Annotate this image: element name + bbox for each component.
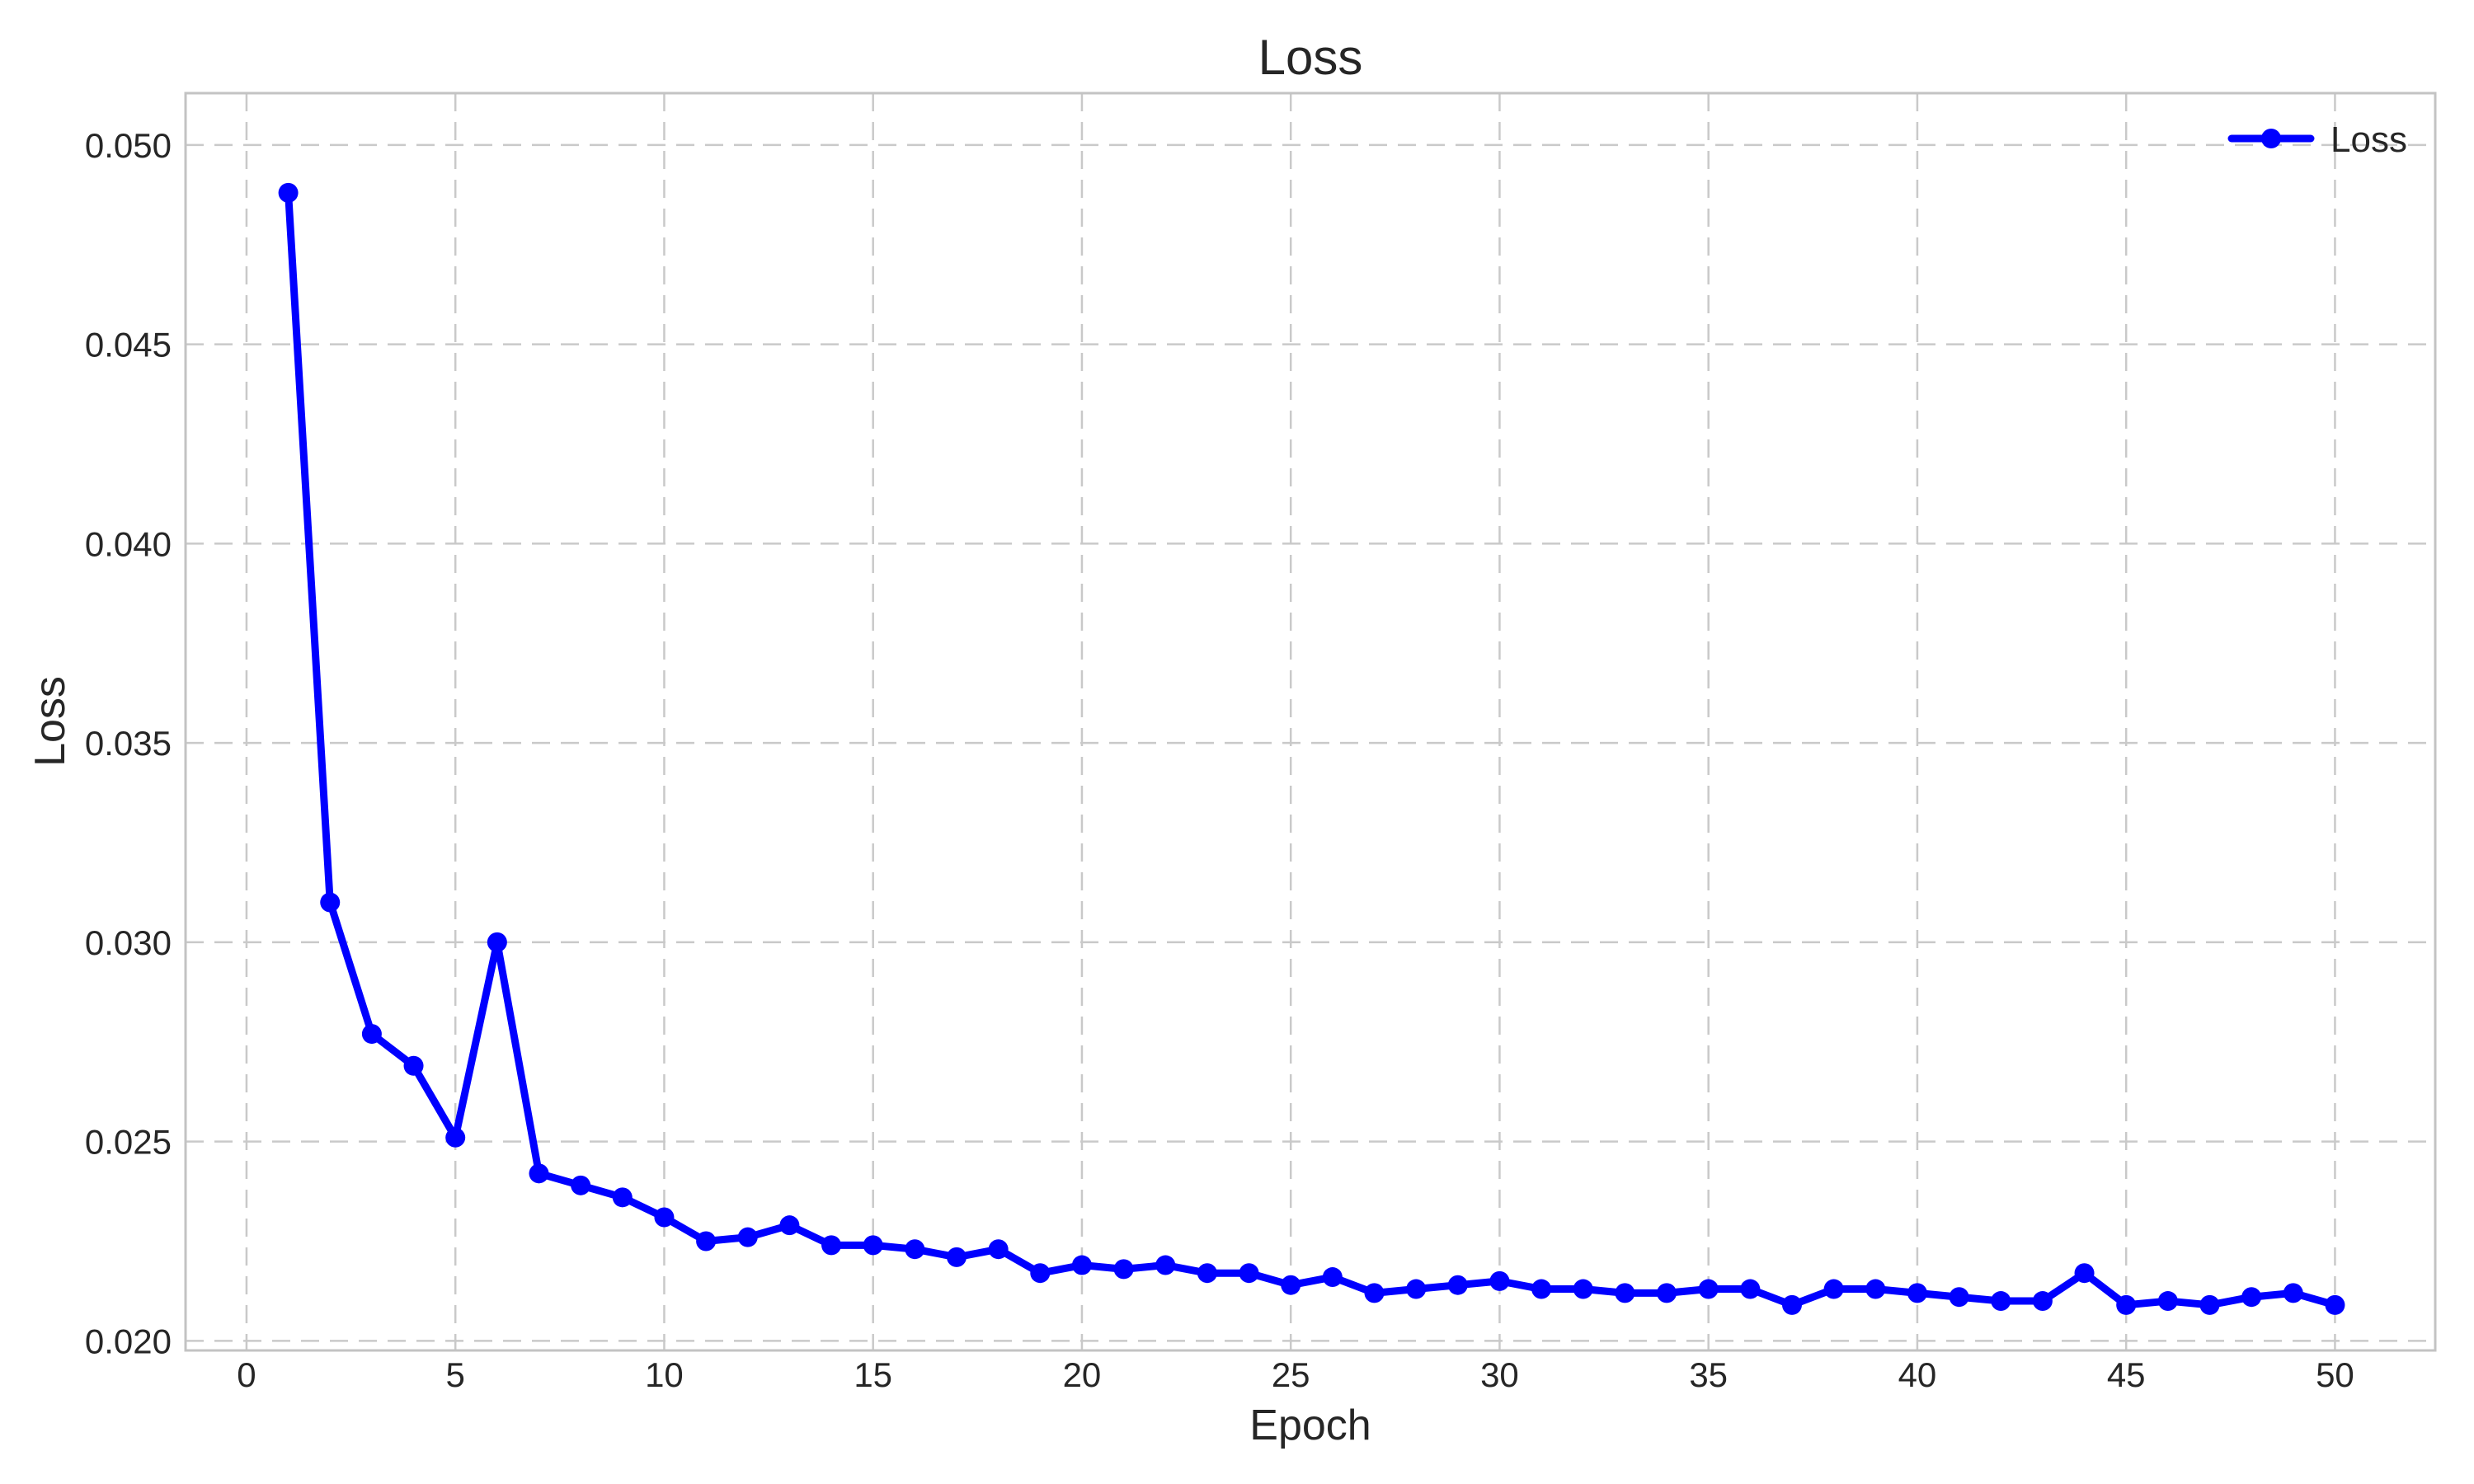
x-tick-label: 45 [2107, 1355, 2146, 1394]
data-point-marker [2241, 1287, 2262, 1308]
y-tick-label: 0.030 [85, 923, 172, 962]
data-point-marker [946, 1247, 967, 1267]
data-point-marker [2116, 1294, 2137, 1315]
data-point-marker [1364, 1283, 1385, 1303]
x-tick-label: 10 [645, 1355, 684, 1394]
y-tick-label: 0.050 [85, 126, 172, 165]
data-point-marker [821, 1235, 842, 1256]
data-point-marker [1322, 1267, 1343, 1288]
data-point-marker [529, 1163, 549, 1184]
data-point-marker [1030, 1263, 1051, 1284]
data-point-marker [1949, 1287, 1969, 1308]
data-point-marker [445, 1127, 466, 1148]
loss-line [285, 189, 2339, 1309]
data-point-marker [2157, 1291, 2178, 1312]
x-tick-label: 15 [854, 1355, 892, 1394]
data-point-marker [1239, 1263, 1259, 1284]
data-point-marker [1113, 1259, 1134, 1280]
data-point-marker [1531, 1279, 1552, 1299]
data-point-marker [1781, 1294, 1802, 1315]
data-point-marker [1155, 1255, 1176, 1275]
grid-lines [186, 93, 2435, 1350]
x-tick-label: 35 [1689, 1355, 1728, 1394]
data-point-marker [1489, 1270, 1510, 1291]
data-point-marker [988, 1239, 1009, 1260]
x-tick-label: 20 [1063, 1355, 1102, 1394]
x-tick-labels: 0 5 10 15 20 25 30 35 40 45 50 [237, 1355, 2354, 1394]
data-point-marker [320, 892, 341, 913]
data-point-marker [487, 932, 507, 952]
data-point-marker [1823, 1279, 1844, 1299]
data-point-marker [2199, 1294, 2220, 1315]
y-axis-label: Loss [26, 676, 74, 767]
data-point-marker [863, 1235, 883, 1256]
x-tick-label: 50 [2316, 1355, 2354, 1394]
x-tick-label: 25 [1272, 1355, 1310, 1394]
data-point-marker [571, 1175, 591, 1195]
y-tick-label: 0.035 [85, 724, 172, 763]
data-point-marker [361, 1024, 382, 1045]
data-point-marker [1698, 1279, 1719, 1299]
data-point-marker [1281, 1275, 1301, 1295]
data-point-marker [612, 1187, 633, 1208]
y-tick-labels: 0.020 0.025 0.030 0.035 0.040 0.045 0.050 [85, 126, 172, 1361]
data-point-marker [278, 182, 299, 203]
data-point-marker [1740, 1279, 1761, 1299]
data-point-marker [1071, 1255, 1092, 1275]
data-point-marker [737, 1227, 758, 1247]
x-tick-label: 0 [237, 1355, 256, 1394]
chart-title: Loss [1258, 30, 1363, 85]
data-point-marker [1991, 1291, 2011, 1312]
data-point-marker [696, 1231, 717, 1252]
data-point-marker [1865, 1279, 1886, 1299]
x-tick-label: 30 [1480, 1355, 1519, 1394]
data-point-marker [1573, 1279, 1593, 1299]
y-tick-label: 0.040 [85, 524, 172, 563]
legend-label: Loss [2331, 120, 2407, 160]
y-tick-label: 0.045 [85, 326, 172, 364]
data-point-marker [1197, 1263, 1217, 1284]
data-point-marker [2325, 1294, 2345, 1315]
data-point-marker [2074, 1263, 2095, 1284]
legend: Loss [2227, 120, 2407, 160]
data-point-marker [1907, 1283, 1927, 1303]
x-tick-label: 5 [446, 1355, 465, 1394]
data-point-marker [2032, 1291, 2053, 1312]
data-point-marker [1615, 1283, 1635, 1303]
data-point-marker [2283, 1283, 2303, 1303]
data-point-marker [1657, 1283, 1677, 1303]
data-point-marker [1406, 1279, 1427, 1299]
data-point-marker [654, 1207, 675, 1228]
x-axis-label: Epoch [1249, 1402, 1371, 1449]
x-tick-label: 40 [1898, 1355, 1937, 1394]
data-point-marker [905, 1239, 925, 1260]
data-point-marker [1447, 1275, 1468, 1295]
data-point-marker [403, 1055, 424, 1076]
legend-marker-icon [2261, 129, 2281, 148]
data-point-marker [779, 1215, 800, 1236]
plot-border [184, 92, 2437, 1352]
y-tick-label: 0.025 [85, 1123, 172, 1162]
loss-line-series [278, 182, 2345, 1315]
y-tick-label: 0.020 [85, 1322, 172, 1360]
